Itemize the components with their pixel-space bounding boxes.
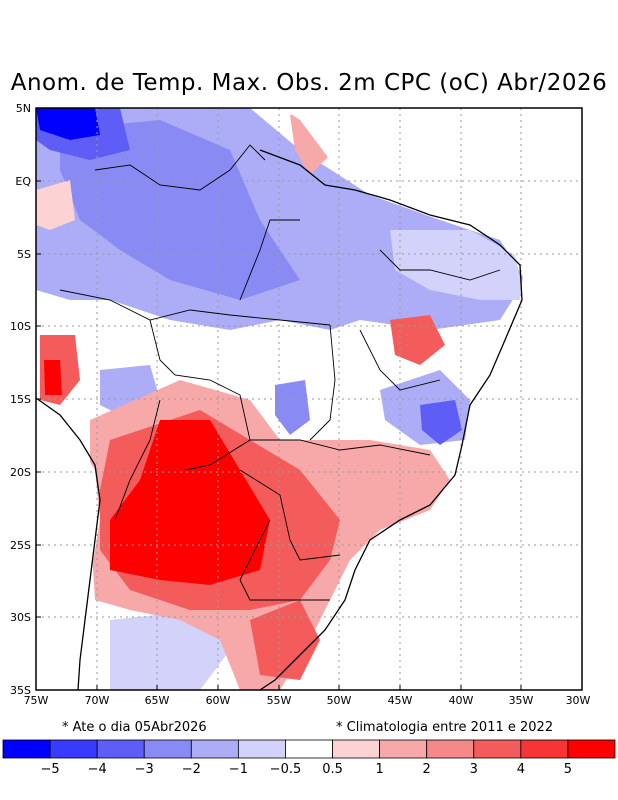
note-date: * Ate o dia 05Abr2026 xyxy=(62,720,207,735)
lat-label: EQ xyxy=(15,175,31,188)
colorbar-label: −2 xyxy=(182,762,201,777)
lon-label: 40W xyxy=(449,694,474,707)
colorbar-label: 3 xyxy=(470,762,478,777)
colorbar-swatch xyxy=(143,739,192,759)
lat-label: 5N xyxy=(16,102,31,115)
colorbar-label: 5 xyxy=(564,762,572,777)
lat-label: 35S xyxy=(10,684,31,697)
colorbar-label: −3 xyxy=(135,762,154,777)
warm-region-uruguay xyxy=(250,600,320,680)
cold-region-central xyxy=(275,380,310,435)
lat-label: 10S xyxy=(10,320,31,333)
lon-label: 30W xyxy=(566,694,591,707)
lat-label: 15S xyxy=(10,393,31,406)
lat-label: 25S xyxy=(10,539,31,552)
lon-label: 35W xyxy=(509,694,534,707)
colorbar-label: −0.5 xyxy=(270,762,302,777)
coastlines xyxy=(35,149,523,691)
colorbar-swatch xyxy=(379,739,428,759)
colorbar-label: −1 xyxy=(229,762,248,777)
colorbar-label: −5 xyxy=(40,762,59,777)
lon-label: 45W xyxy=(388,694,413,707)
lon-label: 75W xyxy=(24,694,49,707)
colorbar-label: 1 xyxy=(375,762,383,777)
colorbar-swatch xyxy=(473,739,522,759)
lon-label: 70W xyxy=(85,694,110,707)
colorbar-swatch xyxy=(285,739,333,759)
warm-region-northeast xyxy=(390,315,445,365)
cold-core-deep xyxy=(36,108,100,140)
colorbar-swatch xyxy=(96,739,145,759)
lon-label: 55W xyxy=(267,694,292,707)
cold-region-northeast xyxy=(390,230,525,300)
lon-label: 65W xyxy=(145,694,170,707)
colorbar-swatch xyxy=(2,739,51,759)
colorbar-swatch xyxy=(190,739,239,759)
colorbar-swatch xyxy=(332,739,381,759)
lat-label: 30S xyxy=(10,611,31,624)
hot-core-paraguay xyxy=(110,420,270,585)
lat-label: 20S xyxy=(10,466,31,479)
cold-region-amazon xyxy=(60,120,300,300)
ticks xyxy=(35,107,583,691)
anomaly-field xyxy=(36,108,525,690)
colorbar-label: −4 xyxy=(88,762,107,777)
cold-core-bahia xyxy=(420,400,462,445)
ocean-atlantic xyxy=(282,108,582,690)
colorbar-swatch xyxy=(520,739,569,759)
grid xyxy=(36,108,582,690)
colorbar-label: 0.5 xyxy=(322,762,343,777)
colorbar-label: 2 xyxy=(423,762,431,777)
warm-region-colombia xyxy=(36,180,75,230)
lon-label: 60W xyxy=(206,694,231,707)
colorbar-swatch xyxy=(426,739,475,759)
lon-label: 50W xyxy=(327,694,352,707)
lon-labels: 75W 70W 65W 60W 55W 50W 45W 40W 35W 30W xyxy=(24,694,591,707)
colorbar-swatch xyxy=(567,739,616,759)
colorbar-swatch xyxy=(49,739,98,759)
lat-labels: 5N EQ 5S 10S 15S 20S 25S 30S 35S xyxy=(10,102,31,697)
note-climatology: * Climatologia entre 2011 e 2022 xyxy=(336,720,554,735)
lat-label: 5S xyxy=(17,248,31,261)
borders xyxy=(59,144,501,601)
hot-core-peru xyxy=(44,360,62,395)
colorbar-swatch xyxy=(237,739,286,759)
colorbar-label: 4 xyxy=(517,762,525,777)
map-title: Anom. de Temp. Max. Obs. 2m CPC (oC) Abr… xyxy=(10,70,608,96)
